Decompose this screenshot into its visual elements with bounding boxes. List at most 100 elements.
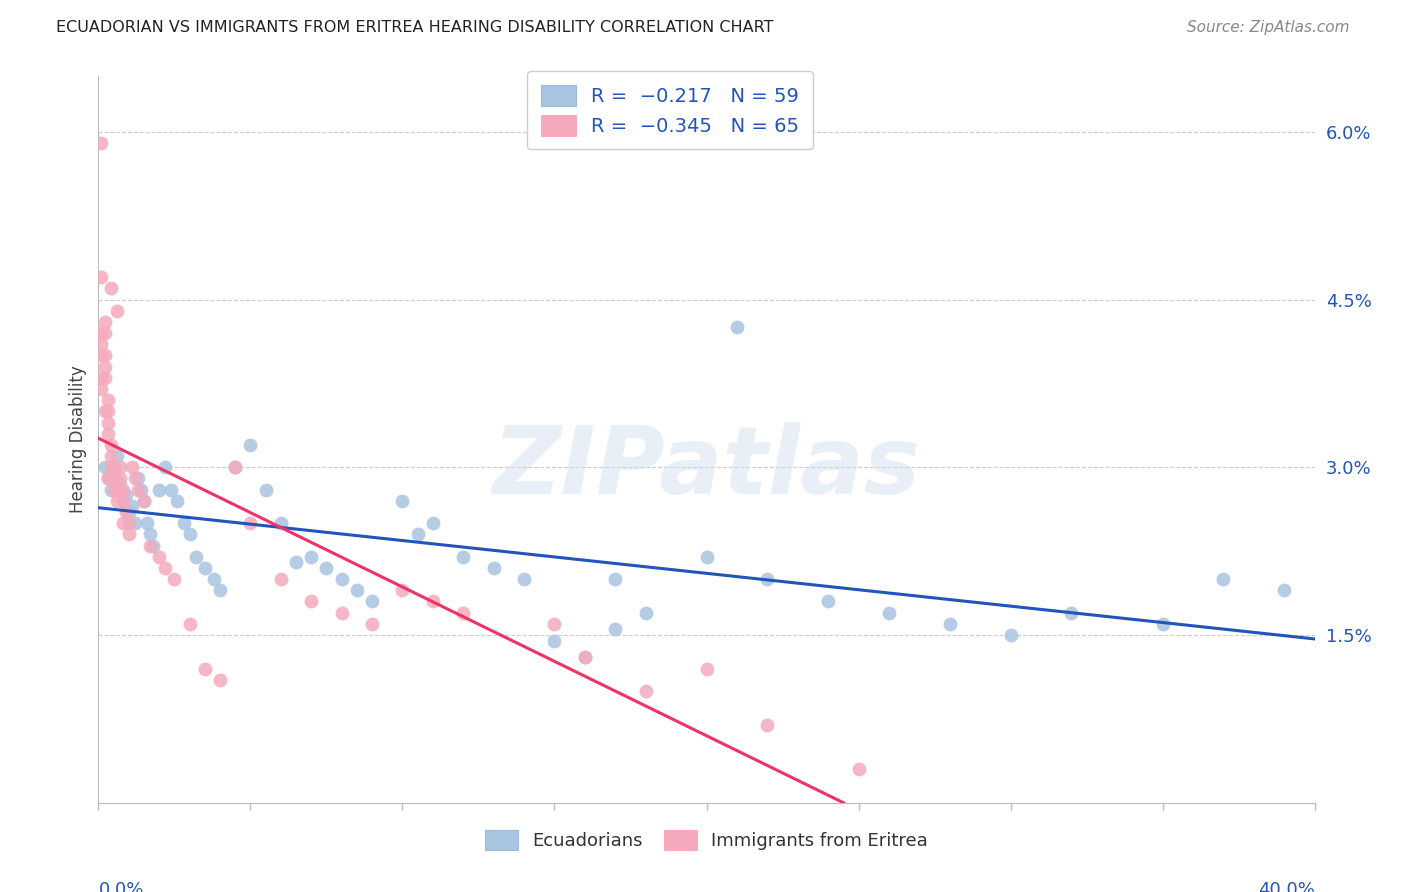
Point — [103, 460, 125, 475]
Point — [90, 348, 112, 362]
Point — [848, 762, 870, 776]
Point — [239, 516, 262, 531]
Point — [346, 583, 368, 598]
Point — [1000, 628, 1022, 642]
Point — [111, 516, 134, 531]
Point — [163, 572, 186, 586]
Point — [96, 426, 118, 441]
Text: ZIPatlas: ZIPatlas — [492, 423, 921, 515]
Point — [299, 549, 322, 564]
Point — [118, 516, 141, 531]
Point — [224, 460, 246, 475]
Point — [1212, 572, 1234, 586]
Point — [1152, 616, 1174, 631]
Point — [93, 460, 115, 475]
Point — [270, 516, 292, 531]
Point — [453, 606, 475, 620]
Point — [96, 471, 118, 485]
Point — [194, 561, 217, 575]
Point — [148, 483, 170, 497]
Point — [224, 460, 246, 475]
Point — [725, 320, 748, 334]
Point — [574, 650, 596, 665]
Point — [696, 549, 718, 564]
Text: Source: ZipAtlas.com: Source: ZipAtlas.com — [1187, 20, 1350, 35]
Point — [756, 717, 779, 731]
Point — [605, 623, 627, 637]
Text: 0.0%: 0.0% — [98, 881, 143, 892]
Point — [100, 460, 122, 475]
Point — [1272, 583, 1295, 598]
Point — [543, 633, 565, 648]
Point — [100, 281, 122, 295]
Point — [93, 348, 115, 362]
Point — [127, 483, 149, 497]
Point — [361, 616, 384, 631]
Point — [285, 555, 308, 569]
Point — [100, 438, 122, 452]
Text: 40.0%: 40.0% — [1258, 881, 1315, 892]
Point — [105, 303, 128, 318]
Point — [90, 136, 112, 150]
Point — [136, 516, 159, 531]
Point — [209, 583, 232, 598]
Point — [513, 572, 536, 586]
Point — [391, 583, 413, 598]
Legend: Ecuadorians, Immigrants from Eritrea: Ecuadorians, Immigrants from Eritrea — [477, 822, 936, 859]
Point — [634, 606, 657, 620]
Text: ECUADORIAN VS IMMIGRANTS FROM ERITREA HEARING DISABILITY CORRELATION CHART: ECUADORIAN VS IMMIGRANTS FROM ERITREA HE… — [56, 20, 773, 35]
Point — [1060, 606, 1083, 620]
Point — [114, 488, 136, 502]
Point — [118, 527, 141, 541]
Point — [877, 606, 900, 620]
Point — [96, 404, 118, 418]
Point — [93, 359, 115, 374]
Point — [127, 471, 149, 485]
Point — [173, 516, 195, 531]
Point — [299, 594, 322, 608]
Point — [118, 505, 141, 519]
Point — [105, 449, 128, 463]
Point — [114, 505, 136, 519]
Point — [96, 471, 118, 485]
Point — [90, 270, 112, 285]
Point — [111, 493, 134, 508]
Point — [817, 594, 839, 608]
Point — [108, 471, 131, 485]
Point — [202, 572, 225, 586]
Point — [103, 483, 125, 497]
Point — [139, 539, 162, 553]
Point — [194, 662, 217, 676]
Point — [100, 449, 122, 463]
Point — [939, 616, 962, 631]
Point — [543, 616, 565, 631]
Point — [166, 493, 188, 508]
Point — [93, 371, 115, 385]
Point — [90, 326, 112, 340]
Point — [93, 404, 115, 418]
Point — [111, 483, 134, 497]
Point — [270, 572, 292, 586]
Point — [482, 561, 505, 575]
Point — [93, 315, 115, 329]
Point — [100, 471, 122, 485]
Point — [574, 650, 596, 665]
Point — [103, 466, 125, 480]
Point — [108, 483, 131, 497]
Point — [315, 561, 337, 575]
Point — [155, 460, 177, 475]
Point — [108, 460, 131, 475]
Point — [406, 527, 429, 541]
Point — [103, 471, 125, 485]
Point — [90, 382, 112, 396]
Point — [142, 539, 165, 553]
Point — [391, 493, 413, 508]
Point — [239, 438, 262, 452]
Point — [422, 516, 444, 531]
Point — [696, 662, 718, 676]
Y-axis label: Hearing Disability: Hearing Disability — [69, 366, 87, 513]
Point — [139, 527, 162, 541]
Point — [108, 477, 131, 491]
Point — [155, 561, 177, 575]
Point — [132, 493, 155, 508]
